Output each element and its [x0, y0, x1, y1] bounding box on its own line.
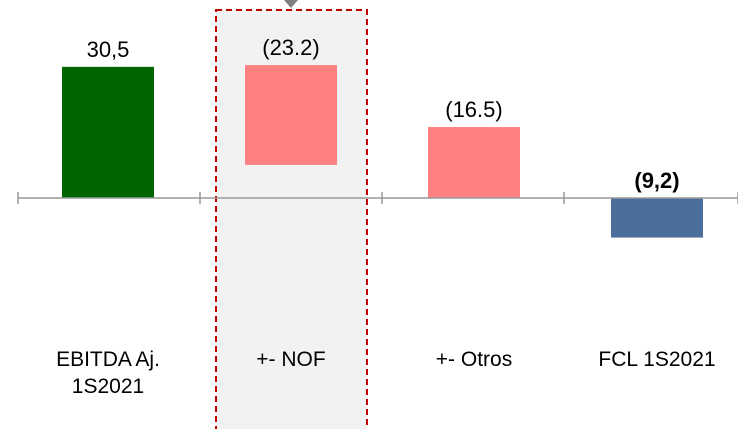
value-label-2: (23.2) — [262, 35, 319, 60]
bar-3 — [428, 127, 520, 198]
category-label-4: FCL 1S2021 — [598, 348, 716, 371]
highlight-arrow-icon — [284, 0, 298, 8]
category-label-1: EBITDA Aj. 1S2021 — [56, 348, 160, 398]
value-label-1: 30,5 — [87, 37, 130, 62]
bar-4 — [611, 198, 703, 238]
bar-1 — [62, 66, 154, 198]
value-label-3: (16.5) — [445, 97, 502, 122]
value-label-4: (9,2) — [634, 168, 679, 193]
category-label-2: +- NOF — [256, 348, 326, 371]
category-label-3: +- Otros — [435, 348, 513, 371]
bar-2 — [245, 65, 337, 165]
